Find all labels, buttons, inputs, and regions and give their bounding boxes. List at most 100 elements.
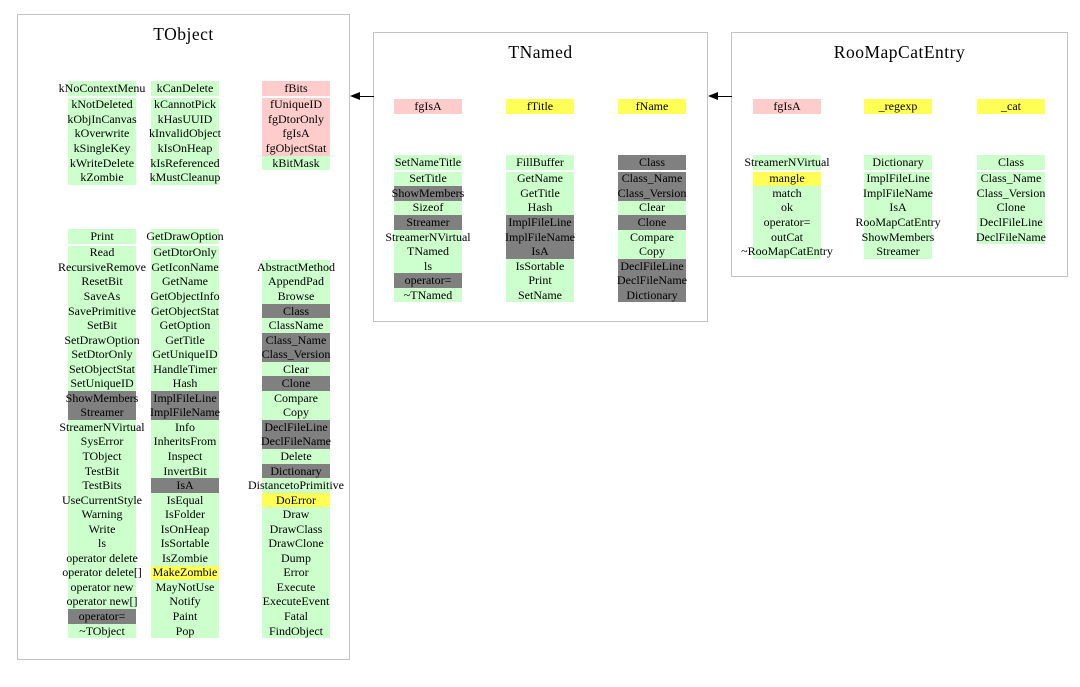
member-cell[interactable]: ResetBit: [68, 274, 136, 290]
member-cell[interactable]: GetName: [151, 274, 219, 290]
member-cell[interactable]: Paint: [151, 609, 219, 624]
member-cell[interactable]: Class_Name: [977, 171, 1045, 187]
member-cell[interactable]: GetName: [506, 171, 574, 187]
member-cell[interactable]: DeclFileLine: [262, 420, 330, 435]
member-cell[interactable]: ClassName: [262, 318, 330, 333]
member-cell[interactable]: Clone: [262, 376, 330, 392]
member-cell[interactable]: Copy: [262, 405, 330, 421]
member-cell[interactable]: kNoContextMenu: [59, 81, 145, 96]
member-cell[interactable]: TObject: [68, 449, 136, 464]
member-cell[interactable]: Class: [618, 155, 686, 170]
member-cell[interactable]: ShowMembers: [66, 391, 138, 406]
member-cell[interactable]: fgIsA: [394, 99, 462, 114]
member-cell[interactable]: Class_Name: [618, 171, 686, 187]
member-cell[interactable]: Inspect: [151, 449, 219, 464]
member-cell[interactable]: operator=: [753, 215, 821, 230]
member-cell[interactable]: TestBits: [68, 478, 136, 493]
member-cell[interactable]: _regexp: [864, 99, 932, 114]
member-cell[interactable]: IsSortable: [506, 258, 574, 274]
member-cell[interactable]: SetDrawOption: [64, 332, 140, 348]
member-cell[interactable]: Notify: [151, 594, 219, 610]
member-cell[interactable]: RooMapCatEntry: [855, 215, 941, 230]
member-cell[interactable]: IsA: [864, 200, 932, 216]
member-cell[interactable]: kWriteDelete: [68, 155, 136, 171]
member-cell[interactable]: DrawClass: [262, 521, 330, 537]
member-cell[interactable]: DeclFileName: [617, 273, 687, 288]
member-cell[interactable]: SavePrimitive: [68, 303, 136, 319]
member-cell[interactable]: fgIsA: [262, 126, 330, 142]
member-cell[interactable]: IsOnHeap: [151, 521, 219, 537]
member-cell[interactable]: Clear: [262, 361, 330, 377]
member-cell[interactable]: kOverwrite: [68, 126, 136, 142]
member-cell[interactable]: DeclFileName: [261, 434, 331, 450]
member-cell[interactable]: GetDtorOnly: [151, 245, 219, 261]
member-cell[interactable]: AbstractMethod: [257, 260, 335, 275]
member-cell[interactable]: operator new: [68, 580, 136, 595]
member-cell[interactable]: SetDtorOnly: [68, 347, 136, 362]
member-cell[interactable]: Print: [68, 229, 136, 244]
member-cell[interactable]: Dictionary: [618, 287, 686, 303]
member-cell[interactable]: DistancetoPrimitive: [248, 478, 344, 493]
class-title-tobject[interactable]: TObject: [153, 24, 214, 44]
member-cell[interactable]: FindObject: [262, 623, 330, 639]
member-cell[interactable]: fUniqueID: [262, 97, 330, 113]
member-cell[interactable]: DeclFileName: [976, 229, 1046, 245]
member-cell[interactable]: IsSortable: [151, 536, 219, 552]
member-cell[interactable]: RecursiveRemove: [58, 260, 146, 275]
member-cell[interactable]: kBitMask: [262, 155, 330, 171]
member-cell[interactable]: InvertBit: [151, 463, 219, 479]
member-cell[interactable]: Dump: [262, 551, 330, 566]
member-cell[interactable]: match: [753, 186, 821, 201]
member-cell[interactable]: operator delete[]: [62, 565, 142, 581]
member-cell[interactable]: ShowMembers: [392, 186, 464, 201]
member-cell[interactable]: SetName: [506, 287, 574, 303]
member-cell[interactable]: DeclFileLine: [618, 258, 686, 274]
member-cell[interactable]: kZombie: [68, 170, 136, 185]
member-cell[interactable]: ls: [68, 536, 136, 552]
member-cell[interactable]: Warning: [68, 507, 136, 522]
member-cell[interactable]: InheritsFrom: [151, 434, 219, 450]
member-cell[interactable]: FillBuffer: [506, 155, 574, 170]
member-cell[interactable]: Class: [262, 303, 330, 319]
member-cell[interactable]: ~RooMapCatEntry: [741, 244, 833, 259]
member-cell[interactable]: Info: [151, 420, 219, 435]
member-cell[interactable]: GetTitle: [151, 332, 219, 348]
member-cell[interactable]: MayNotUse: [151, 580, 219, 595]
member-cell[interactable]: IsA: [151, 478, 219, 493]
member-cell[interactable]: fName: [618, 99, 686, 114]
member-cell[interactable]: GetOption: [151, 318, 219, 333]
member-cell[interactable]: SysError: [68, 434, 136, 450]
member-cell[interactable]: Execute: [262, 580, 330, 595]
member-cell[interactable]: ~TNamed: [394, 287, 462, 303]
member-cell[interactable]: GetIconName: [151, 260, 219, 275]
member-cell[interactable]: kCanDelete: [151, 81, 219, 96]
member-cell[interactable]: IsEqual: [151, 492, 219, 508]
member-cell[interactable]: IsA: [506, 244, 574, 259]
member-cell[interactable]: Streamer: [394, 215, 462, 230]
member-cell[interactable]: Compare: [262, 391, 330, 406]
member-cell[interactable]: outCat: [753, 229, 821, 245]
member-cell[interactable]: Class: [977, 155, 1045, 170]
member-cell[interactable]: ShowMembers: [862, 229, 934, 245]
member-cell[interactable]: ImplFileName: [505, 229, 575, 245]
member-cell[interactable]: fgDtorOnly: [262, 112, 330, 127]
member-cell[interactable]: operator delete: [66, 551, 138, 566]
member-cell[interactable]: SetNameTitle: [394, 155, 462, 170]
member-cell[interactable]: Clone: [618, 215, 686, 230]
member-cell[interactable]: ImplFileLine: [506, 215, 574, 230]
member-cell[interactable]: ImplFileName: [150, 405, 220, 421]
member-cell[interactable]: mangle: [753, 171, 821, 187]
member-cell[interactable]: DoError: [262, 492, 330, 508]
member-cell[interactable]: Class_Name: [262, 332, 330, 348]
member-cell[interactable]: fBits: [262, 81, 330, 96]
member-cell[interactable]: kIsReferenced: [150, 155, 220, 171]
member-cell[interactable]: Class_Version: [977, 186, 1045, 201]
member-cell[interactable]: kHasUUID: [151, 112, 219, 127]
member-cell[interactable]: SaveAs: [68, 289, 136, 304]
member-cell[interactable]: SetUniqueID: [68, 376, 136, 392]
member-cell[interactable]: kSingleKey: [68, 141, 136, 156]
member-cell[interactable]: Clone: [977, 200, 1045, 216]
member-cell[interactable]: GetDrawOption: [146, 229, 224, 244]
member-cell[interactable]: ImplFileName: [863, 186, 933, 201]
member-cell[interactable]: TNamed: [394, 244, 462, 259]
